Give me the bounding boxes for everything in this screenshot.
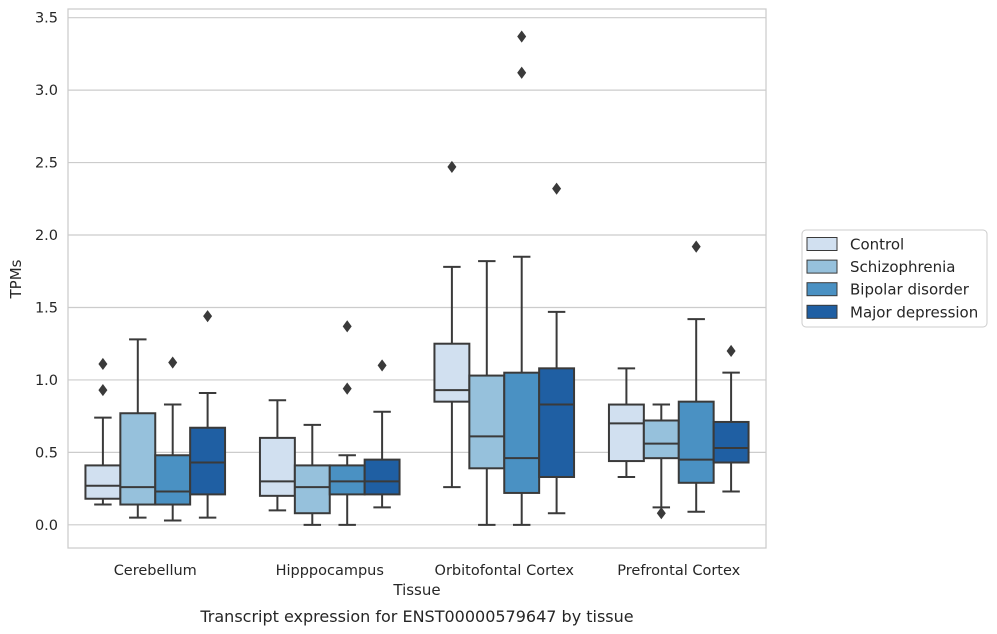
box-iqr	[119, 412, 157, 506]
x-tick-label: Hipppocampus	[276, 563, 384, 579]
box-iqr	[189, 426, 227, 496]
legend-swatch	[806, 304, 838, 319]
outlier-point	[447, 160, 457, 174]
box-iqr	[293, 464, 331, 515]
legend-label: Schizophrenia	[850, 258, 955, 276]
plot-area-frame	[67, 8, 767, 549]
box-0-3	[189, 310, 227, 519]
box-0-1	[119, 338, 157, 519]
box-iqr	[468, 374, 506, 470]
box-iqr	[154, 454, 192, 506]
box-iqr	[538, 367, 576, 479]
legend-label: Bipolar disorder	[850, 281, 970, 299]
x-axis-ticks: Cerebellum Hipppocampus Orbitofontal Corte…	[114, 563, 741, 579]
outlier-point	[691, 240, 701, 253]
box-1-1	[293, 423, 331, 526]
outlier-point	[168, 356, 178, 369]
box-2-2	[503, 30, 541, 526]
box-0-2	[154, 356, 192, 522]
legend-items: Control Schizophrenia Bipolar disorder Majo…	[806, 236, 978, 321]
outlier-point	[377, 359, 387, 372]
outlier-point	[656, 507, 666, 520]
legend-label: Control	[850, 236, 904, 254]
outlier-point	[203, 310, 213, 323]
y-tick-label: 2.0	[35, 228, 58, 244]
box-iqr	[712, 420, 750, 464]
box-3-1	[642, 403, 680, 520]
outlier-point	[552, 182, 562, 195]
y-tick-label: 0.5	[35, 445, 58, 461]
x-axis-label: Tissue	[392, 581, 440, 599]
box-iqr	[328, 464, 366, 496]
box-0-0	[84, 357, 122, 506]
box-2-0	[433, 160, 471, 489]
box-3-3	[712, 344, 750, 493]
y-tick-label: 1.5	[35, 300, 58, 316]
outlier-point	[342, 320, 352, 333]
y-tick-label: 3.5	[35, 11, 58, 27]
box-2-3	[538, 182, 576, 515]
legend-frame	[801, 229, 988, 328]
box-1-2	[328, 320, 366, 526]
outlier-point	[726, 344, 736, 358]
x-tick-label: Prefrontal Cortex	[617, 563, 740, 579]
box-iqr	[607, 403, 645, 463]
figure-caption: Transcript expression for ENST0000057964…	[199, 607, 633, 626]
box-iqr	[84, 464, 122, 500]
box-iqr	[642, 419, 680, 460]
legend-swatch	[806, 259, 838, 274]
box-iqr	[363, 458, 401, 496]
x-tick-label: Cerebellum	[114, 563, 197, 579]
y-tick-label: 2.5	[35, 156, 58, 172]
grid-layer	[68, 17, 766, 526]
y-axis-ticks: 0.0 0.5 1.0 1.5 2.0 2.5 3.0 3.5	[35, 11, 58, 534]
legend-swatch	[806, 282, 838, 297]
outlier-point	[98, 357, 108, 371]
y-axis-label: TPMs	[7, 259, 25, 299]
outlier-point	[517, 66, 527, 79]
box-3-2	[677, 240, 715, 513]
box-3-0	[607, 367, 645, 479]
x-tick-label: Orbitofontal Cortex	[435, 563, 575, 579]
outlier-point	[342, 382, 352, 395]
outlier-point	[517, 30, 527, 43]
y-tick-label: 3.0	[35, 83, 58, 99]
legend-swatch	[806, 237, 838, 251]
box-1-0	[258, 399, 296, 512]
box-2-1	[468, 260, 506, 526]
outlier-point	[98, 383, 108, 397]
y-tick-label: 1.0	[35, 373, 58, 389]
box-iqr	[677, 400, 715, 484]
box-layer	[84, 30, 750, 526]
box-1-3	[363, 359, 401, 509]
box-iqr	[433, 342, 471, 403]
box-iqr	[503, 371, 541, 494]
box-iqr	[258, 436, 296, 497]
legend-label: Major depression	[850, 303, 978, 321]
legend: Control Schizophrenia Bipolar disorder Majo…	[801, 229, 988, 328]
y-tick-label: 0.0	[35, 518, 58, 534]
